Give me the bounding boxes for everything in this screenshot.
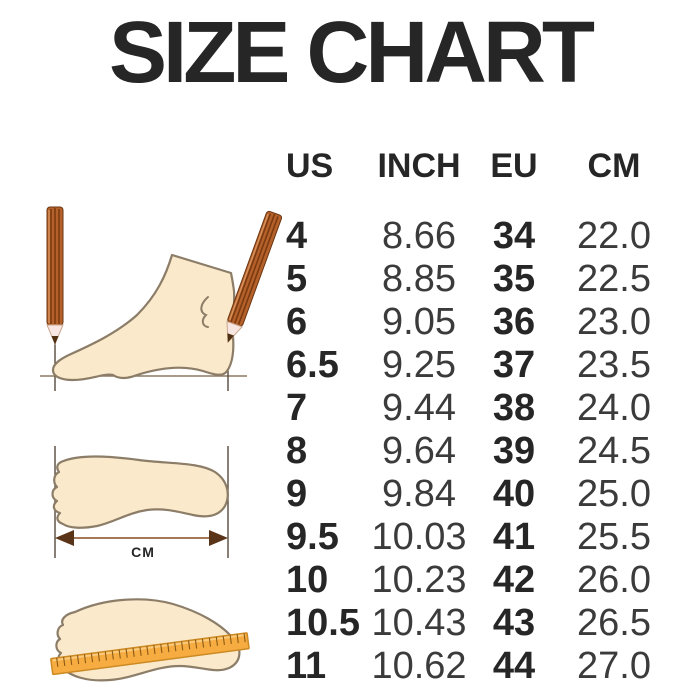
table-row: 7 9.44 38 24.0 [283,387,669,430]
eu-size: 42 [492,559,536,601]
inch-size: 9.05 [382,301,456,343]
footprint-icon [51,455,229,529]
us-size: 6.5 [286,344,339,386]
table-body: 4 8.66 34 22.0 5 8.85 35 22.5 6 9.05 36 … [283,215,669,688]
foot-length-cm-illustration: CM [51,446,229,560]
cm-size: 22.0 [577,215,651,257]
inch-size: 10.62 [371,645,467,687]
table-row: 10.5 10.43 43 26.5 [283,602,669,645]
us-size: 5 [286,258,308,300]
foot-side-icon [51,253,236,382]
table-row: 5 8.85 35 22.5 [283,258,669,301]
eu-size: 41 [492,516,536,558]
us-size: 10 [286,559,329,601]
inch-size: 9.84 [382,473,456,515]
table-row: 4 8.66 34 22.0 [283,215,669,258]
cm-size: 24.0 [577,387,651,429]
page-title: SIZE CHART [109,4,595,101]
eu-size: 35 [492,258,536,300]
cm-size: 26.0 [577,559,651,601]
cm-size: 23.0 [577,301,651,343]
us-size: 9.5 [286,516,339,558]
table-row: 6 9.05 36 23.0 [283,301,669,344]
cm-size: 25.0 [577,473,651,515]
table-row: 9.5 10.03 41 25.5 [283,516,669,559]
pencil-icon [226,210,283,344]
us-size: 11 [286,645,327,687]
column-header-eu: EU [490,146,538,185]
column-header-inch: INCH [377,146,461,185]
column-header-us: US [286,146,334,185]
us-size: 8 [286,430,308,472]
us-size: 9 [286,473,308,515]
eu-size: 43 [492,602,536,644]
eu-size: 36 [492,301,536,343]
us-size: 6 [286,301,308,343]
cm-size: 22.5 [577,258,651,300]
table-row: 11 10.62 44 27.0 [283,645,669,688]
us-size: 4 [286,215,308,257]
inch-size: 10.43 [371,602,467,644]
table-row: 9 9.84 40 25.0 [283,473,669,516]
eu-size: 40 [492,473,536,515]
foot-ruler-illustration [50,598,250,682]
table-row: 6.5 9.25 37 23.5 [283,344,669,387]
inch-size: 8.66 [382,215,456,257]
inch-size: 9.44 [382,387,456,429]
cm-size: 27.0 [577,645,651,687]
table-row: 8 9.64 39 24.5 [283,430,669,473]
foot-height-measure-illustration [40,206,283,391]
ruler-icon [50,632,250,676]
ankle-mark [200,296,209,328]
column-header-cm: CM [587,146,641,185]
pencil-icon [46,206,64,346]
cm-size: 25.5 [577,516,651,558]
cm-size: 23.5 [577,344,651,386]
eu-size: 38 [492,387,536,429]
table-row: 10 10.23 42 26.0 [283,559,669,602]
cm-arrow-label: CM [131,544,155,560]
measure-arrow-icon [55,530,228,546]
cm-size: 26.5 [577,602,651,644]
eu-size: 39 [492,430,536,472]
cm-size: 24.5 [577,430,651,472]
inch-size: 10.03 [371,516,467,558]
us-size: 10.5 [286,602,360,644]
us-size: 7 [286,387,308,429]
eu-size: 34 [492,215,536,257]
inch-size: 8.85 [382,258,456,300]
inch-size: 10.23 [371,559,467,601]
table-header-row: US INCH EU CM [283,143,669,189]
size-table: US INCH EU CM 4 8.66 34 22.0 5 8.85 35 2… [283,143,669,688]
eu-size: 37 [492,344,536,386]
inch-size: 9.25 [382,344,456,386]
inch-size: 9.64 [382,430,456,472]
eu-size: 44 [492,645,536,687]
